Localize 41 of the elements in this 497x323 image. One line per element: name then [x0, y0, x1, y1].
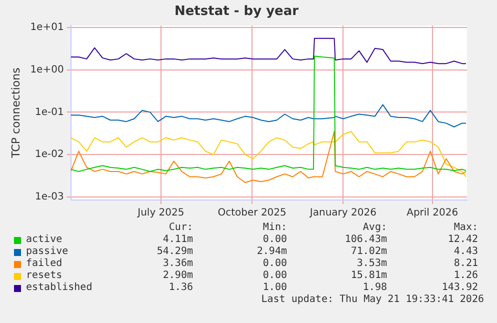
- text: Min:: [262, 222, 287, 234]
- legend-label: established: [26, 282, 92, 294]
- legend-label: active: [26, 234, 62, 246]
- text: 1.00: [262, 282, 287, 294]
- text: 3.53m: [356, 258, 387, 270]
- text: 2.94m: [256, 246, 287, 258]
- y-tick-label: 1e-01: [34, 106, 64, 118]
- text: Avg:: [362, 222, 387, 234]
- y-axis-title: TCP connections: [9, 67, 22, 159]
- text: 106.43m: [344, 234, 387, 246]
- text: 2.90m: [162, 270, 193, 282]
- x-tick-label: July 2025: [136, 208, 184, 219]
- chart-title: Netstat - by year: [174, 4, 300, 20]
- legend-label: passive: [26, 246, 68, 258]
- y-tick-label: 1e-02: [34, 149, 64, 160]
- text: 0.00: [262, 234, 287, 246]
- text: Last update: Thu May 21 19:33:41 2026: [261, 294, 484, 306]
- legend-label: failed: [26, 258, 62, 270]
- y-tick-label: 1e+00: [30, 64, 64, 76]
- y-tick-label: 1e+01: [30, 22, 64, 33]
- text: 54.29m: [156, 246, 193, 258]
- text: 12.42: [448, 234, 478, 246]
- text: 4.11m: [162, 234, 193, 246]
- y-tick-label: 1e-03: [34, 192, 64, 203]
- text: Cur:: [168, 222, 193, 234]
- text: 3.36m: [162, 258, 193, 270]
- legend-label: resets: [26, 270, 62, 282]
- text: 4.43: [454, 246, 478, 258]
- text: 0.00: [262, 258, 287, 270]
- text: 143.92: [442, 282, 478, 294]
- text: 8.21: [454, 258, 478, 270]
- text: 71.02m: [350, 246, 387, 258]
- x-tick-label: April 2026: [406, 208, 458, 219]
- text: 1.98: [362, 282, 387, 294]
- text: 0.00: [262, 270, 287, 282]
- x-tick-label: October 2025: [218, 208, 286, 219]
- text: 15.81m: [350, 270, 387, 282]
- x-tick-label: January 2026: [308, 208, 376, 219]
- text: Max:: [454, 222, 478, 234]
- text: 1.26: [454, 270, 478, 282]
- text: 1.36: [168, 282, 193, 294]
